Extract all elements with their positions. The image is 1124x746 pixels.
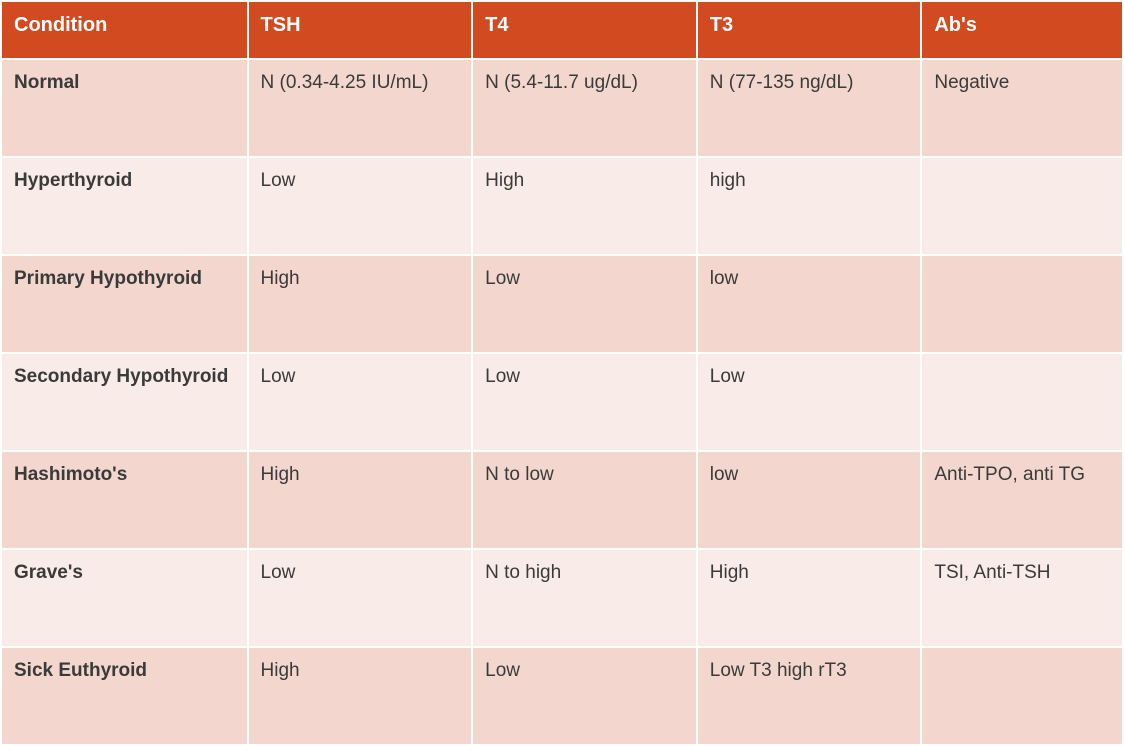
cell-t4: Low [472,255,697,353]
table-row: Primary Hypothyroid High Low low [1,255,1123,353]
header-row: Condition TSH T4 T3 Ab's [1,1,1123,59]
cell-t4: N to low [472,451,697,549]
cell-tsh: Low [248,549,473,647]
cell-tsh: N (0.34-4.25 IU/mL) [248,59,473,157]
cell-abs: TSI, Anti-TSH [921,549,1123,647]
cell-t4: N to high [472,549,697,647]
table-row: Sick Euthyroid High Low Low T3 high rT3 [1,647,1123,745]
cell-t3: high [697,157,922,255]
col-t3: T3 [697,1,922,59]
col-tsh: TSH [248,1,473,59]
cell-tsh: High [248,255,473,353]
cell-abs [921,157,1123,255]
table-row: Hyperthyroid Low High high [1,157,1123,255]
cell-condition: Secondary Hypothyroid [1,353,248,451]
cell-abs [921,353,1123,451]
cell-t3: low [697,255,922,353]
table-header: Condition TSH T4 T3 Ab's [1,1,1123,59]
cell-condition: Primary Hypothyroid [1,255,248,353]
table-body: Normal N (0.34-4.25 IU/mL) N (5.4-11.7 u… [1,59,1123,745]
cell-condition: Sick Euthyroid [1,647,248,745]
thyroid-table-container: Condition TSH T4 T3 Ab's Normal N (0.34-… [0,0,1124,746]
col-condition: Condition [1,1,248,59]
cell-t4: Low [472,353,697,451]
table-row: Secondary Hypothyroid Low Low Low [1,353,1123,451]
col-abs: Ab's [921,1,1123,59]
cell-t3: Low [697,353,922,451]
col-t4: T4 [472,1,697,59]
cell-abs: Negative [921,59,1123,157]
table-row: Hashimoto's High N to low low Anti-TPO, … [1,451,1123,549]
cell-condition: Hashimoto's [1,451,248,549]
cell-abs [921,255,1123,353]
cell-t3: Low T3 high rT3 [697,647,922,745]
cell-tsh: Low [248,157,473,255]
cell-tsh: High [248,647,473,745]
cell-condition: Grave's [1,549,248,647]
cell-tsh: Low [248,353,473,451]
cell-t4: High [472,157,697,255]
thyroid-table: Condition TSH T4 T3 Ab's Normal N (0.34-… [0,0,1124,746]
cell-t3: High [697,549,922,647]
cell-t4: Low [472,647,697,745]
table-row: Grave's Low N to high High TSI, Anti-TSH [1,549,1123,647]
cell-condition: Normal [1,59,248,157]
table-row: Normal N (0.34-4.25 IU/mL) N (5.4-11.7 u… [1,59,1123,157]
cell-abs [921,647,1123,745]
cell-abs: Anti-TPO, anti TG [921,451,1123,549]
cell-condition: Hyperthyroid [1,157,248,255]
cell-t4: N (5.4-11.7 ug/dL) [472,59,697,157]
cell-tsh: High [248,451,473,549]
cell-t3: low [697,451,922,549]
cell-t3: N (77-135 ng/dL) [697,59,922,157]
